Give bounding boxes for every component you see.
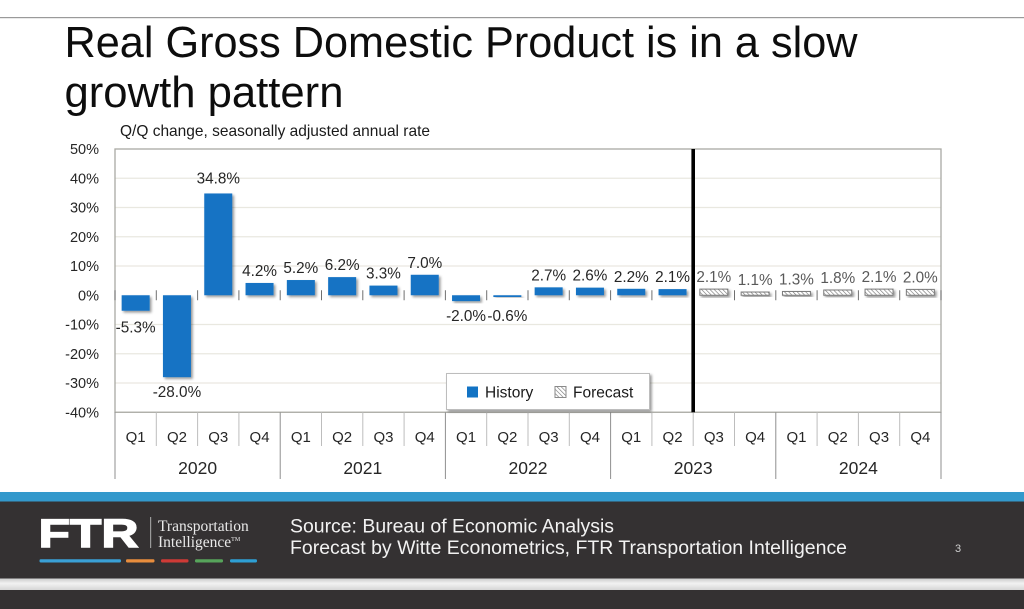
svg-text:1.3%: 1.3% — [779, 271, 814, 288]
svg-text:Real Gross Domestic Product is: Real Gross Domestic Product is in a slow — [65, 18, 858, 67]
svg-text:Q3: Q3 — [869, 429, 889, 446]
svg-text:FTR: FTR — [39, 512, 139, 556]
svg-text:2023: 2023 — [674, 458, 713, 478]
svg-text:2024: 2024 — [839, 458, 878, 478]
svg-text:Q1: Q1 — [456, 429, 476, 446]
svg-text:3: 3 — [955, 543, 961, 555]
svg-text:-20%: -20% — [65, 347, 99, 363]
svg-text:2.1%: 2.1% — [655, 269, 690, 286]
svg-text:1.8%: 1.8% — [820, 270, 855, 287]
svg-text:-5.3%: -5.3% — [116, 319, 156, 336]
svg-text:Q1: Q1 — [786, 429, 806, 446]
svg-text:-0.6%: -0.6% — [487, 308, 527, 325]
svg-text:Q3: Q3 — [208, 429, 228, 446]
svg-text:Source: Bureau of Economic Ana: Source: Bureau of Economic Analysis — [290, 517, 614, 538]
svg-text:34.8%: 34.8% — [197, 170, 241, 187]
svg-text:30%: 30% — [70, 201, 99, 217]
svg-text:growth pattern: growth pattern — [65, 68, 344, 117]
svg-text:10%: 10% — [70, 259, 99, 275]
svg-text:Transportation: Transportation — [158, 518, 249, 535]
svg-text:Q4: Q4 — [250, 429, 270, 446]
svg-text:Q/Q change, seasonally adjuste: Q/Q change, seasonally adjusted annual r… — [120, 123, 430, 140]
svg-text:Q2: Q2 — [332, 429, 352, 446]
svg-text:Q4: Q4 — [415, 429, 435, 446]
svg-text:2.6%: 2.6% — [573, 268, 608, 285]
svg-text:2.1%: 2.1% — [862, 269, 897, 286]
svg-text:Forecast by Witte Econometrics: Forecast by Witte Econometrics, FTR Tran… — [290, 538, 847, 559]
svg-text:20%: 20% — [70, 230, 99, 246]
svg-text:Forecast: Forecast — [573, 385, 634, 402]
svg-text:3.3%: 3.3% — [366, 266, 401, 283]
svg-text:4.2%: 4.2% — [242, 263, 277, 280]
svg-text:Q3: Q3 — [373, 429, 393, 446]
svg-text:Q2: Q2 — [167, 429, 187, 446]
svg-text:Q4: Q4 — [745, 429, 765, 446]
svg-text:2021: 2021 — [343, 458, 382, 478]
svg-text:50%: 50% — [70, 142, 99, 158]
svg-text:-40%: -40% — [65, 405, 99, 421]
svg-text:0%: 0% — [78, 288, 99, 304]
svg-text:1.1%: 1.1% — [738, 272, 773, 289]
svg-text:2.0%: 2.0% — [903, 269, 938, 286]
svg-text:6.2%: 6.2% — [325, 257, 360, 274]
svg-text:7.0%: 7.0% — [407, 255, 442, 272]
svg-text:-30%: -30% — [65, 376, 99, 392]
svg-text:Q1: Q1 — [291, 429, 311, 446]
svg-text:Q3: Q3 — [539, 429, 559, 446]
svg-text:2.1%: 2.1% — [696, 269, 731, 286]
svg-text:Q2: Q2 — [828, 429, 848, 446]
svg-text:-10%: -10% — [65, 318, 99, 334]
svg-text:2020: 2020 — [178, 458, 217, 478]
svg-text:2.2%: 2.2% — [614, 269, 649, 286]
svg-text:5.2%: 5.2% — [283, 260, 318, 277]
svg-text:Q3: Q3 — [704, 429, 724, 446]
svg-text:Q2: Q2 — [497, 429, 517, 446]
svg-text:Q1: Q1 — [126, 429, 146, 446]
svg-text:-28.0%: -28.0% — [153, 384, 202, 401]
svg-text:Q1: Q1 — [621, 429, 641, 446]
svg-text:2022: 2022 — [509, 458, 548, 478]
svg-text:History: History — [485, 385, 533, 402]
svg-text:Q2: Q2 — [663, 429, 683, 446]
svg-text:-2.0%: -2.0% — [446, 308, 486, 325]
svg-text:2.7%: 2.7% — [531, 267, 566, 284]
svg-text:Q4: Q4 — [580, 429, 600, 446]
svg-text:IntelligenceTM: IntelligenceTM — [158, 534, 241, 551]
svg-text:40%: 40% — [70, 171, 99, 187]
svg-text:Q4: Q4 — [910, 429, 930, 446]
